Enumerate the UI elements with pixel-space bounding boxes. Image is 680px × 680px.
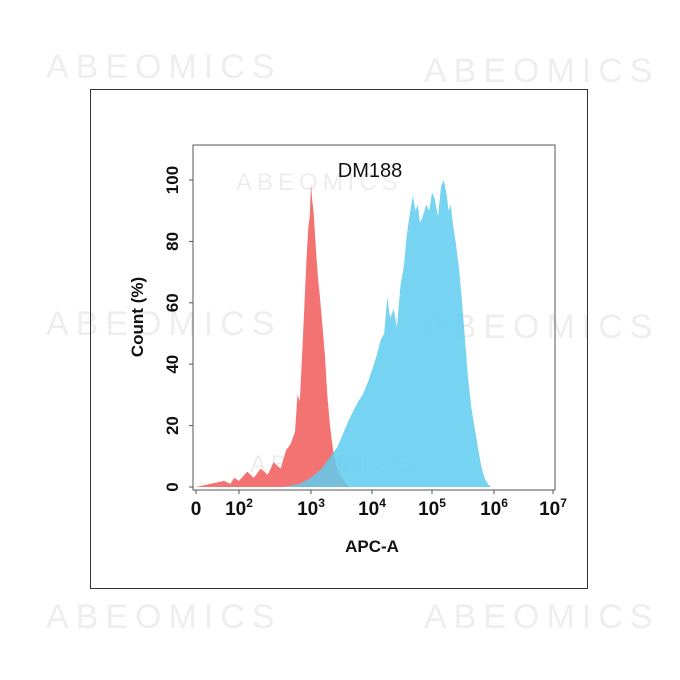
chart-title: DM188 <box>338 160 402 182</box>
histogram-series-1 <box>196 183 349 487</box>
x-tick-label: 105 <box>418 496 446 520</box>
x-axis-label: APC-A <box>345 537 399 556</box>
y-tick-label: 80 <box>163 232 182 251</box>
x-tick-label: 104 <box>358 496 386 520</box>
series-layer <box>196 180 492 487</box>
figure-frame <box>90 89 588 589</box>
watermark-inner-text: ABEOMICS <box>236 169 403 196</box>
x-tick-label: 106 <box>480 496 508 520</box>
x-axis-ticks: 0 102 103 104 105 106 107 <box>191 490 567 520</box>
y-tick-label: 0 <box>163 482 182 491</box>
y-tick-label: 100 <box>163 166 182 194</box>
y-tick-label: 20 <box>163 416 182 435</box>
y-tick-label: 60 <box>163 293 182 312</box>
histogram-series-2 <box>282 180 492 487</box>
x-tick-label: 102 <box>225 496 253 520</box>
x-tick-label: 0 <box>191 499 202 520</box>
plot-border <box>192 144 556 491</box>
y-tick-label: 40 <box>163 355 182 374</box>
y-axis-label: Count (%) <box>128 277 147 357</box>
x-tick-label: 103 <box>297 496 325 520</box>
y-axis-ticks: 0 20 40 60 80 100 <box>163 166 193 492</box>
x-tick-label: 107 <box>539 496 567 520</box>
